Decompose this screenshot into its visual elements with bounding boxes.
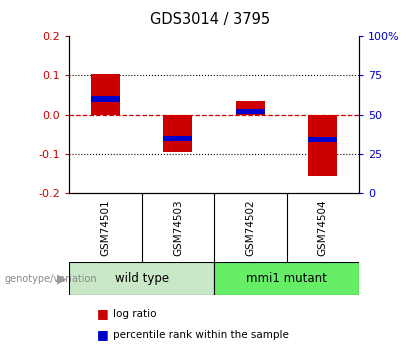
Bar (214, 262, 359, 295)
Text: wild type: wild type (115, 272, 169, 285)
Text: genotype/variation: genotype/variation (4, 274, 97, 284)
Text: ■: ■ (97, 328, 108, 341)
Bar (91, 97, 120, 101)
Text: mmi1 mutant: mmi1 mutant (246, 272, 327, 285)
Bar (163, 136, 192, 141)
Bar (69, 262, 214, 295)
Text: ▶: ▶ (58, 272, 67, 285)
Bar (236, 109, 265, 114)
Bar (236, 101, 265, 115)
Text: GSM74502: GSM74502 (245, 199, 255, 256)
Text: ■: ■ (97, 307, 108, 321)
Text: GSM74503: GSM74503 (173, 199, 183, 256)
Text: GSM74504: GSM74504 (318, 199, 328, 256)
Text: log ratio: log ratio (113, 309, 157, 319)
Bar (91, 73, 120, 115)
Bar (308, 137, 337, 142)
Text: GSM74501: GSM74501 (100, 199, 110, 256)
Bar (308, 115, 337, 176)
Text: percentile rank within the sample: percentile rank within the sample (113, 330, 289, 339)
Bar (163, 115, 192, 152)
Text: GDS3014 / 3795: GDS3014 / 3795 (150, 12, 270, 27)
